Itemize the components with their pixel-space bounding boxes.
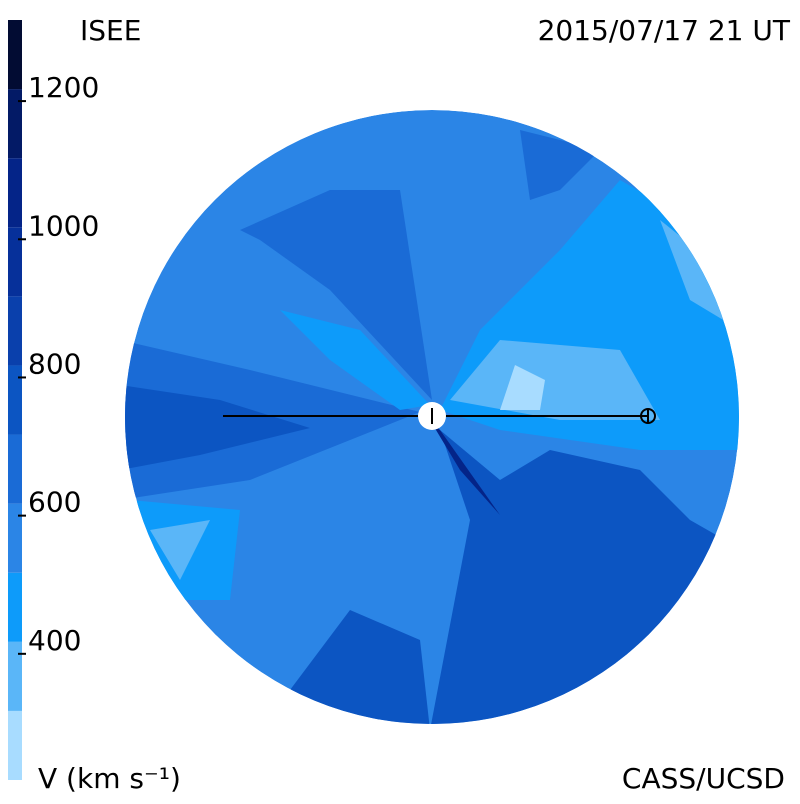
- colorbar-band: [8, 20, 22, 90]
- region: [280, 310, 430, 410]
- colorbar-band: [8, 710, 22, 780]
- region: [500, 365, 545, 410]
- title: ISEE: [80, 14, 141, 47]
- credit: CASS/UCSD: [622, 762, 785, 795]
- colorbar-label: V (km s⁻¹): [38, 762, 181, 795]
- colorbar-band: [8, 434, 22, 504]
- region: [150, 520, 210, 580]
- colorbar-band: [8, 641, 22, 711]
- tick-label: 1200: [28, 71, 99, 104]
- tick-label: 600: [28, 486, 81, 519]
- colorbar-band: [8, 296, 22, 366]
- tick-label: 1000: [28, 209, 99, 242]
- colorbar-band: [8, 503, 22, 573]
- region: [450, 340, 660, 420]
- colorbar-band: [8, 89, 22, 159]
- region: [280, 610, 430, 724]
- region: [125, 385, 310, 470]
- tick-label: 800: [28, 347, 81, 380]
- subtitle: 2015/07/17 21 UT: [538, 14, 791, 47]
- region: [240, 190, 432, 400]
- colorbar-band: [8, 572, 22, 642]
- colorbar-band: [8, 158, 22, 228]
- region: [430, 420, 500, 515]
- colorbar-band: [8, 227, 22, 297]
- tick-label: 400: [28, 624, 81, 657]
- colorbar-band: [8, 365, 22, 435]
